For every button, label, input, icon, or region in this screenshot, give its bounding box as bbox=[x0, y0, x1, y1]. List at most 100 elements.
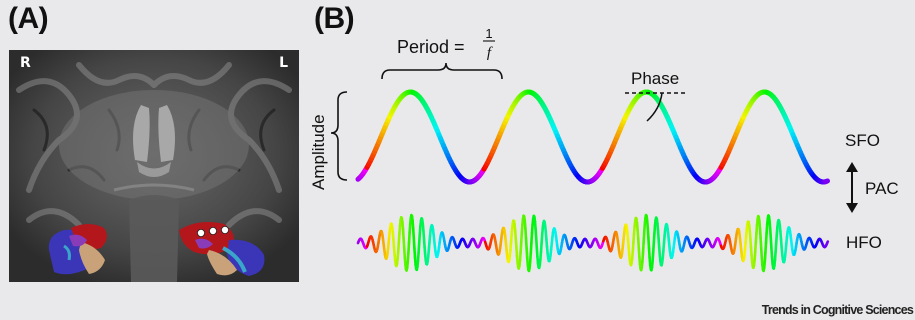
hfo-segment bbox=[422, 237, 426, 249]
hfo-segment bbox=[770, 246, 774, 259]
hfo-segment bbox=[768, 227, 773, 240]
panel-b-letter: (B) bbox=[314, 2, 355, 35]
hfo-segment bbox=[764, 241, 768, 255]
hfo-segment bbox=[535, 246, 539, 258]
right-hemisphere-label: R bbox=[20, 55, 31, 71]
amplitude-brace bbox=[330, 91, 348, 181]
hfo-segment bbox=[753, 251, 757, 262]
hfo-segment bbox=[753, 241, 758, 254]
sfo-segment bbox=[823, 178, 830, 185]
period-denominator: f bbox=[487, 45, 493, 61]
hfo-segment bbox=[773, 250, 777, 262]
hfo-segment bbox=[641, 251, 645, 263]
hfo-wave bbox=[356, 213, 830, 273]
hfo-segment bbox=[524, 236, 528, 250]
period-label: Period = bbox=[397, 37, 465, 57]
hfo-segment bbox=[407, 231, 411, 245]
hfo-segment bbox=[759, 246, 764, 259]
phase-label: Phase bbox=[631, 69, 679, 88]
hfo-segment bbox=[401, 227, 405, 240]
hfo-segment bbox=[524, 227, 528, 240]
journal-footer: Trends in Cognitive Sciences bbox=[761, 303, 914, 317]
sfo-label: SFO bbox=[845, 131, 880, 150]
hfo-segment bbox=[534, 227, 538, 240]
hfo-segment bbox=[413, 246, 417, 259]
period-numerator: 1 bbox=[485, 26, 492, 41]
electrode-contact bbox=[220, 225, 229, 234]
hfo-segment bbox=[539, 241, 543, 253]
hfo-segment bbox=[514, 237, 518, 249]
hfo-segment bbox=[396, 241, 401, 254]
hfo-segment bbox=[759, 236, 763, 250]
panel-a-letter: (A) bbox=[8, 2, 49, 35]
hfo-segment bbox=[758, 227, 762, 240]
hfo-label: HFO bbox=[846, 233, 882, 252]
hfo-segment bbox=[530, 231, 534, 245]
hfo-segment bbox=[398, 224, 402, 236]
left-hippocampus-segmentation bbox=[179, 222, 265, 276]
hfo-segment bbox=[406, 251, 410, 264]
hfo-segment bbox=[653, 224, 657, 235]
hfo-segment bbox=[518, 251, 522, 262]
hfo-segment bbox=[763, 251, 767, 264]
hfo-segment bbox=[642, 222, 647, 235]
phase-angle-arc bbox=[646, 92, 663, 122]
period-brace bbox=[381, 62, 503, 80]
hfo-segment bbox=[528, 251, 533, 264]
hfo-segment bbox=[402, 246, 407, 259]
hfo-segment bbox=[646, 226, 650, 240]
right-hippocampus-segmentation bbox=[48, 224, 107, 275]
hfo-segment bbox=[525, 246, 529, 260]
hfo-segment bbox=[656, 228, 660, 240]
hfo-segment bbox=[636, 236, 641, 250]
amplitude-label: Amplitude bbox=[309, 114, 328, 190]
hfo-segment bbox=[534, 236, 539, 250]
hfo-segment bbox=[632, 233, 636, 245]
hfo-segment bbox=[417, 232, 422, 245]
hfo-segment bbox=[418, 224, 422, 236]
hfo-segment bbox=[641, 241, 645, 255]
hfo-segment bbox=[422, 229, 426, 241]
hfo-segment bbox=[416, 251, 420, 263]
hfo-segment bbox=[392, 237, 396, 249]
hfo-segment bbox=[651, 251, 655, 263]
hfo-segment bbox=[397, 232, 401, 245]
hfo-segment bbox=[530, 223, 534, 235]
left-hemisphere-label: L bbox=[279, 55, 288, 71]
hfo-segment bbox=[631, 241, 635, 253]
hfo-segment bbox=[749, 237, 753, 249]
hfo-segment bbox=[774, 232, 779, 245]
hfo-segment bbox=[779, 237, 783, 249]
hfo-segment bbox=[765, 222, 769, 235]
electrode-contact bbox=[208, 226, 217, 235]
coupling-arrow-head-down bbox=[846, 203, 858, 213]
hfo-segment bbox=[657, 246, 662, 257]
hfo-segment bbox=[411, 227, 416, 240]
hfo-segment bbox=[402, 236, 406, 250]
hfo-segment bbox=[657, 237, 661, 249]
hfo-segment bbox=[825, 240, 830, 245]
hfo-segment bbox=[417, 241, 421, 254]
hfo-segment bbox=[764, 231, 768, 245]
hfo-segment bbox=[637, 246, 641, 259]
sfo-wave bbox=[355, 89, 830, 185]
hfo-segment bbox=[515, 246, 519, 258]
hfo-segment bbox=[520, 223, 524, 235]
hfo-segment bbox=[519, 232, 524, 245]
hfo-segment bbox=[407, 241, 411, 255]
hfo-segment bbox=[412, 236, 416, 250]
coupling-arrow-head-up bbox=[846, 162, 858, 172]
electrode-contact bbox=[196, 228, 205, 237]
hfo-segment bbox=[540, 233, 544, 245]
pac-label: PAC bbox=[865, 179, 899, 198]
hfo-segment bbox=[652, 232, 656, 245]
hfo-segment bbox=[755, 223, 759, 235]
oscillation-schematic: Period = 1 f Phase Amplitude SFO HFO PAC bbox=[309, 26, 899, 273]
hfo-segment bbox=[636, 228, 640, 240]
hfo-segment bbox=[754, 232, 758, 245]
hfo-segment bbox=[647, 246, 651, 259]
hfo-segment bbox=[408, 222, 412, 235]
hfo-segment bbox=[529, 241, 533, 255]
hfo-segment bbox=[774, 241, 778, 254]
hfo-segment bbox=[769, 236, 773, 250]
